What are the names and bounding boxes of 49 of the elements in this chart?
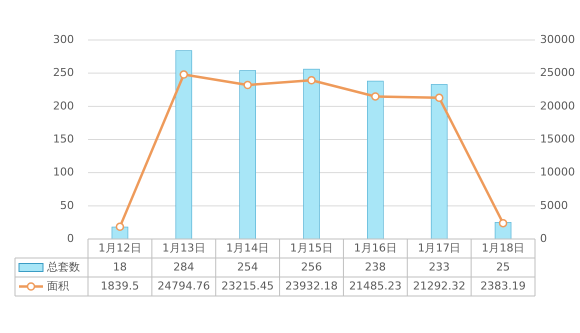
y-tick-label: 250 xyxy=(53,66,74,80)
point xyxy=(307,76,316,84)
x-tick-label: 1月16日 xyxy=(354,242,397,255)
x-tick-label: 1月15日 xyxy=(290,242,333,255)
y-tick-label: 50 xyxy=(60,198,74,212)
bar xyxy=(239,70,256,240)
data-label: 23932.18 xyxy=(285,280,338,293)
bar xyxy=(303,68,320,240)
point xyxy=(243,80,252,90)
bar xyxy=(430,84,448,240)
y-tick-label: 150 xyxy=(53,132,74,146)
point xyxy=(434,94,444,102)
legend-label: 总套数 xyxy=(46,260,80,274)
y2-tick-label: 15000 xyxy=(540,132,575,146)
data-label: 25 xyxy=(496,260,510,274)
x-tick-label: 1月12日 xyxy=(98,242,142,255)
point xyxy=(180,70,188,79)
data-label: 24794.76 xyxy=(158,280,210,293)
y2-tick-label: 10000 xyxy=(540,166,575,179)
data-label: 21292.32 xyxy=(412,280,466,293)
data-label: 254 xyxy=(237,260,258,274)
data-label: 284 xyxy=(173,260,194,274)
y-tick-label: 200 xyxy=(53,99,74,112)
y2-tick-label: 30000 xyxy=(540,33,575,46)
y2-tick-label: 5000 xyxy=(540,198,568,212)
legend-label: 面积 xyxy=(47,280,69,293)
x-tick-label: 1月17日 xyxy=(418,242,461,255)
data-label: 23215.45 xyxy=(221,280,274,293)
y-tick-label: 300 xyxy=(53,33,74,46)
x-tick-label: 1月18日 xyxy=(482,242,525,255)
data-label: 238 xyxy=(364,260,386,274)
y-tick-label: 0 xyxy=(67,232,74,246)
bar xyxy=(175,50,192,240)
x-tick-label: 1月14日 xyxy=(226,242,270,255)
bar xyxy=(367,80,384,240)
point xyxy=(116,222,124,232)
data-label: 233 xyxy=(428,260,450,274)
y2-tick-label: 25000 xyxy=(540,66,575,80)
data-label: 18 xyxy=(112,260,127,274)
data-label: 256 xyxy=(301,260,322,274)
data-label: 2383.19 xyxy=(480,280,526,293)
data-label: 1839.5 xyxy=(100,280,140,293)
data-label: 21485.23 xyxy=(349,280,402,293)
y-tick-label: 100 xyxy=(53,166,74,179)
point xyxy=(371,92,380,101)
point xyxy=(498,218,508,228)
x-tick-label: 1月13日 xyxy=(162,242,206,255)
y2-tick-label: 0 xyxy=(540,232,547,246)
y2-tick-label: 20000 xyxy=(540,99,575,112)
